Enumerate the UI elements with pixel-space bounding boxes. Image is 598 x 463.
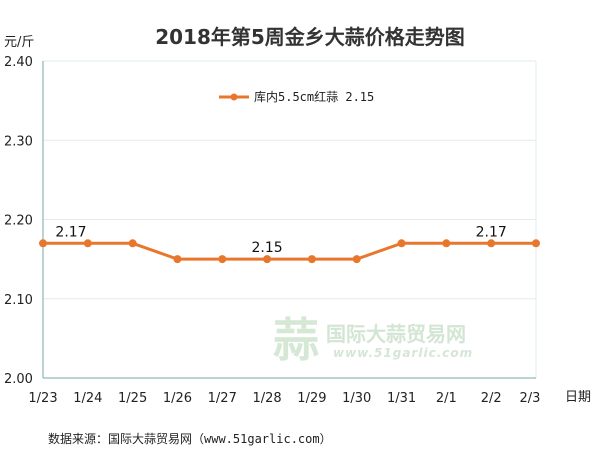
legend: 库内5.5cm红蒜 2.15 [219, 89, 374, 104]
x-tick-label: 2/2 [481, 391, 502, 406]
data-point [532, 239, 540, 248]
data-point [173, 255, 182, 264]
y-tick-label: 2.10 [4, 293, 33, 308]
y-tick-label: 2.20 [4, 214, 33, 229]
data-point [487, 239, 496, 248]
watermark-name: 国际大蒜贸易网 [326, 322, 466, 346]
y-tick-label: 2.30 [4, 134, 33, 149]
x-tick-label: 1/31 [387, 391, 416, 406]
axes [42, 61, 536, 379]
data-point [307, 255, 316, 264]
data-point [128, 239, 137, 248]
x-tick-label: 2/3 [520, 391, 541, 406]
x-tick-label: 1/27 [208, 391, 237, 406]
y-tick-label: 2.00 [4, 372, 33, 387]
watermark: 蒜 国际大蒜贸易网 www.51garlic.com [273, 313, 473, 367]
data-point [83, 239, 92, 248]
data-point [352, 255, 361, 264]
watermark-url: www.51garlic.com [333, 346, 473, 360]
y-axis-label: 元/斤 [4, 35, 34, 50]
x-tick-label: 1/29 [297, 391, 326, 406]
x-tick-label: 1/30 [342, 391, 371, 406]
x-tick-label: 1/26 [163, 391, 192, 406]
series-line [43, 241, 536, 261]
x-axis-label: 日期 [565, 390, 591, 405]
legend-label: 库内5.5cm红蒜 2.15 [254, 89, 374, 104]
x-tick-labels: 1/23 1/24 1/25 1/26 1/27 1/28 1/29 1/30 1/31 2/1 2… [28, 391, 540, 406]
data-point [39, 239, 47, 248]
data-point [263, 255, 272, 264]
data-label: 2.15 [252, 240, 283, 256]
x-tick-label: 1/28 [252, 391, 281, 406]
grid-lines [43, 60, 537, 378]
data-labels: 2.17 2.15 2.17 [55, 224, 506, 256]
x-tick-label: 1/23 [28, 391, 57, 406]
data-point [397, 239, 406, 248]
data-label: 2.17 [476, 224, 507, 240]
data-point [442, 239, 451, 248]
watermark-logo: 蒜 [273, 313, 319, 367]
y-tick-label: 2.40 [4, 55, 33, 70]
x-tick-label: 1/24 [73, 391, 102, 406]
y-tick-labels: 2.00 2.10 2.20 2.30 2.40 [4, 55, 33, 387]
data-point [218, 255, 227, 264]
source-note: 数据来源：国际大蒜贸易网（www.51garlic.com） [48, 431, 332, 446]
x-tick-label: 1/25 [118, 391, 147, 406]
data-label: 2.17 [55, 224, 86, 240]
series-layer [39, 239, 540, 264]
x-tick-label: 2/1 [436, 391, 457, 406]
chart-title: 2018年第5周金乡大蒜价格走势图 [155, 25, 465, 49]
legend-marker [230, 93, 238, 101]
